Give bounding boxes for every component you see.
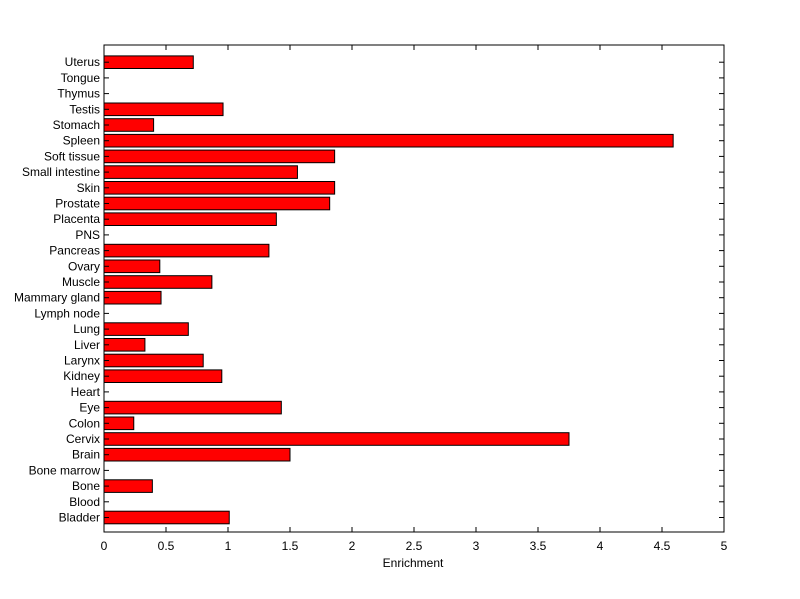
- y-tick-label: Bladder: [59, 511, 100, 525]
- y-tick-label: Larynx: [64, 354, 100, 368]
- bar: [103, 353, 204, 368]
- y-tick-label: Bone: [72, 479, 100, 493]
- bar: [103, 432, 570, 446]
- bar: [103, 290, 162, 305]
- y-tick-label: Heart: [71, 385, 101, 399]
- y-tick-label: Tongue: [61, 71, 101, 85]
- bar: [103, 510, 230, 525]
- bar: [103, 55, 194, 70]
- y-tick-label: Small intestine: [22, 165, 100, 179]
- x-tick-label: 5: [721, 539, 728, 553]
- x-tick-label: 2: [349, 539, 356, 553]
- y-tick-label: Stomach: [53, 118, 100, 132]
- y-tick-label: PNS: [75, 228, 100, 242]
- x-axis-label: Enrichment: [383, 556, 444, 570]
- bar: [103, 133, 674, 148]
- x-tick-label: 0.5: [158, 539, 175, 553]
- plot-frame: [103, 44, 725, 533]
- x-tick-label: 1.5: [282, 539, 299, 553]
- bar: [103, 400, 282, 415]
- bar: [103, 322, 189, 336]
- bar: [103, 259, 161, 274]
- bar: [103, 212, 277, 226]
- bar: [103, 165, 298, 179]
- bar: [103, 243, 270, 258]
- bar: [103, 181, 336, 195]
- y-tick-label: Bone marrow: [29, 463, 101, 477]
- y-tick-label: Liver: [74, 338, 100, 352]
- bar: [103, 338, 146, 352]
- y-tick-label: Lung: [73, 322, 100, 336]
- bar: [103, 149, 336, 164]
- y-tick-label: Prostate: [55, 197, 100, 211]
- bar: [103, 275, 213, 289]
- y-tick-label: Testis: [69, 102, 100, 116]
- y-tick-label: Blood: [69, 495, 100, 509]
- y-tick-label: Thymus: [57, 87, 100, 101]
- y-tick-label: Cervix: [66, 432, 100, 446]
- x-tick-label: 3: [473, 539, 480, 553]
- bar: [103, 447, 291, 462]
- y-tick-label: Eye: [79, 401, 100, 415]
- y-tick-label: Uterus: [65, 55, 100, 69]
- y-tick-label: Brain: [72, 448, 100, 462]
- y-tick-label: Pancreas: [49, 244, 100, 258]
- bar: [103, 479, 153, 493]
- bar: [103, 102, 224, 117]
- x-ticks-group: 0 0.5 1 1.5 2 2.5 3 3.5 4 4.5 5: [101, 45, 728, 553]
- y-tick-label: Soft tissue: [44, 149, 100, 163]
- x-tick-label: 4: [597, 539, 604, 553]
- x-tick-label: 0: [101, 539, 108, 553]
- x-tick-label: 4.5: [654, 539, 671, 553]
- y-tick-label: Lymph node: [34, 306, 100, 320]
- x-tick-label: 2.5: [406, 539, 423, 553]
- bar: [103, 118, 155, 132]
- y-tick-label: Mammary gland: [14, 291, 100, 305]
- bar: [103, 196, 331, 211]
- y-tick-label: Kidney: [63, 369, 100, 383]
- x-tick-label: 1: [225, 539, 232, 553]
- x-tick-label: 3.5: [530, 539, 547, 553]
- y-tick-label: Colon: [69, 416, 100, 430]
- y-tick-label: Ovary: [68, 259, 100, 273]
- y-tick-label: Placenta: [53, 212, 100, 226]
- y-tick-label: Skin: [77, 181, 100, 195]
- y-tick-label: Spleen: [63, 134, 100, 148]
- bar: [103, 369, 223, 383]
- y-tick-label: Muscle: [62, 275, 100, 289]
